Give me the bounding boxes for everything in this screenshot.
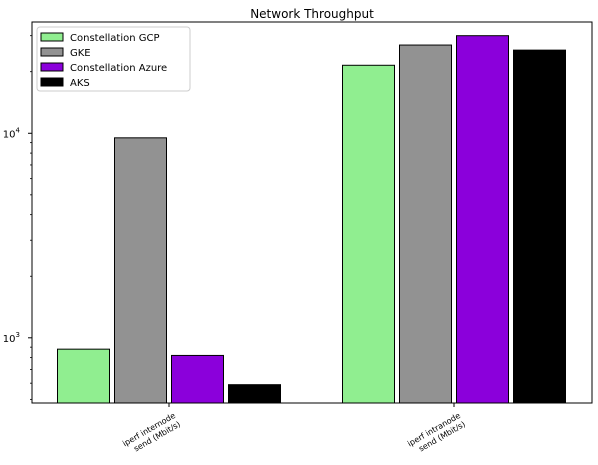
legend-swatch bbox=[40, 47, 64, 57]
y-axis: 103 104 bbox=[3, 35, 32, 400]
bar-constellation-gcp-0 bbox=[57, 348, 110, 404]
bar-aks-0 bbox=[228, 384, 281, 404]
bars-group bbox=[57, 35, 566, 404]
bar-constellation-azure-0 bbox=[171, 354, 224, 404]
bar-gke-0 bbox=[114, 137, 167, 404]
bar-constellation-azure-1 bbox=[456, 35, 509, 404]
bar-gke-1 bbox=[399, 44, 452, 404]
legend-swatch bbox=[40, 62, 64, 72]
plot-frame bbox=[31, 21, 593, 404]
chart-title: Network Throughput bbox=[250, 7, 374, 21]
legend-swatch bbox=[40, 77, 64, 87]
bar-aks-1 bbox=[513, 49, 566, 404]
bar-constellation-gcp-1 bbox=[342, 64, 395, 404]
legend-label: AKS bbox=[70, 78, 90, 89]
legend: Constellation GCP GKE Constellation Azure A… bbox=[36, 26, 191, 92]
legend-label: Constellation GCP bbox=[70, 33, 160, 44]
legend-box bbox=[36, 26, 191, 92]
y-tick-label: 103 bbox=[3, 331, 20, 345]
legend-label: Constellation Azure bbox=[70, 63, 167, 74]
legend-label: GKE bbox=[70, 48, 91, 59]
y-tick-label: 104 bbox=[3, 126, 21, 140]
legend-swatch bbox=[40, 32, 64, 42]
